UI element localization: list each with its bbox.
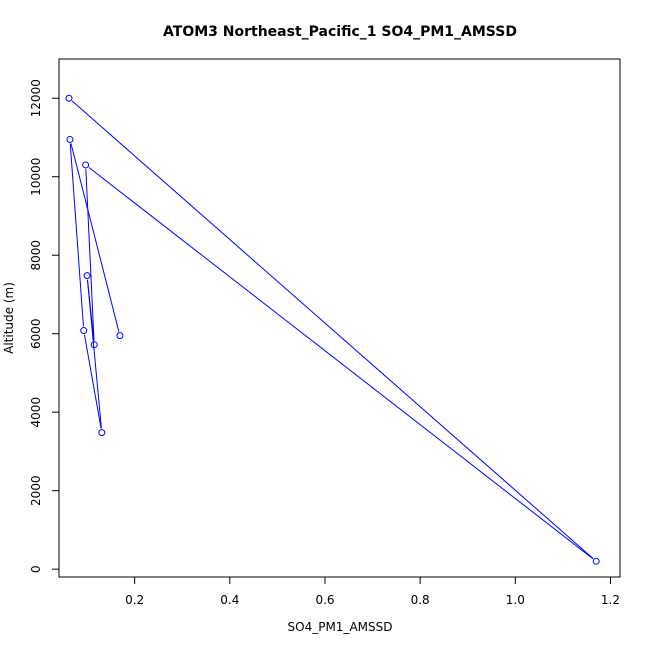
y-tick-label: 2000: [29, 475, 43, 506]
data-point: [82, 161, 90, 169]
y-tick-label: 12000: [29, 79, 43, 117]
data-point: [83, 272, 91, 280]
y-tick-label: 10000: [29, 158, 43, 196]
x-tick-label: 1.0: [506, 593, 525, 607]
x-tick-label: 0.8: [411, 593, 430, 607]
x-tick-label: 0.6: [315, 593, 334, 607]
x-tick-label: 0.2: [125, 593, 144, 607]
data-point: [80, 327, 88, 335]
x-tick-label: 0.4: [220, 593, 239, 607]
y-tick-label: 8000: [29, 240, 43, 271]
series-segment: [83, 334, 102, 429]
y-axis-label: Altitude (m): [2, 282, 16, 354]
data-point: [66, 135, 74, 143]
chart-title: ATOM3 Northeast_Pacific_1 SO4_PM1_AMSSD: [163, 24, 517, 40]
data-point: [65, 94, 73, 102]
x-axis: 0.2 0.4 0.6 0.8 1.0 1.2: [125, 576, 620, 607]
y-tick-label: 6000: [29, 318, 43, 349]
series-layer: [65, 94, 600, 565]
x-tick-label: 1.2: [601, 593, 620, 607]
data-point: [90, 341, 98, 349]
series-segment: [88, 167, 594, 560]
series-segment: [70, 143, 120, 332]
data-point: [592, 557, 600, 565]
series-segment: [69, 143, 84, 327]
x-axis-label: SO4_PM1_AMSSD: [288, 620, 393, 634]
series-segment: [85, 169, 95, 341]
y-axis: 0 2000 4000 6000 8000 10000 12000: [29, 79, 60, 573]
data-point: [98, 429, 106, 437]
series-segment: [71, 100, 594, 559]
data-point: [116, 332, 124, 340]
y-tick-label: 0: [29, 565, 43, 573]
y-tick-label: 4000: [29, 397, 43, 428]
series-segment: [86, 279, 102, 429]
